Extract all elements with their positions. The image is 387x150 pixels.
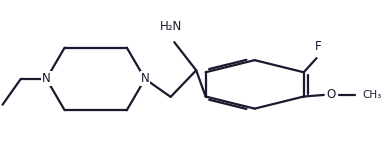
Text: F: F bbox=[315, 40, 322, 54]
Text: N: N bbox=[140, 72, 149, 85]
Text: N: N bbox=[42, 72, 51, 85]
Text: O: O bbox=[327, 88, 336, 101]
Text: H₂N: H₂N bbox=[159, 20, 182, 33]
Text: CH₃: CH₃ bbox=[362, 90, 382, 100]
